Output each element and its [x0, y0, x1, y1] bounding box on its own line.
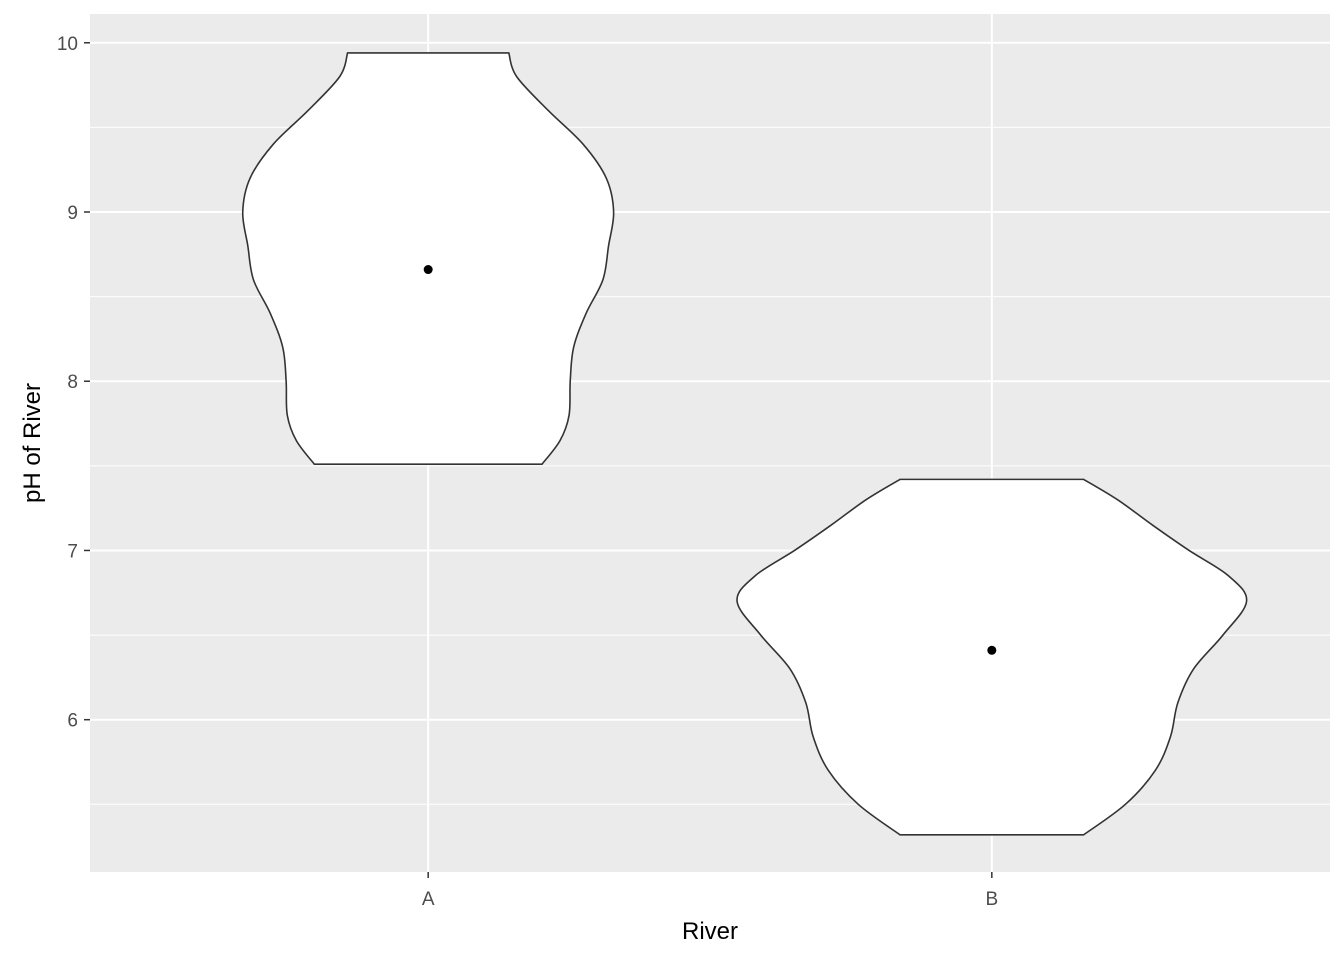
y-axis: 6 7 8 9 10: [57, 34, 90, 732]
point-B: [987, 645, 997, 655]
violin-A: [241, 52, 615, 465]
x-tick-label-B: B: [985, 889, 998, 910]
x-tick-label-A: A: [422, 889, 435, 910]
point-A: [423, 265, 433, 275]
x-axis-title: River: [682, 918, 738, 945]
y-tick-label: 10: [57, 34, 78, 55]
y-tick-label: 9: [67, 203, 78, 224]
y-tick-label: 6: [67, 711, 78, 732]
violin-B: [736, 478, 1248, 836]
y-tick-label: 7: [67, 541, 78, 562]
y-axis-title: pH of River: [19, 383, 46, 503]
violins: [241, 52, 1248, 836]
y-tick-label: 8: [67, 372, 78, 393]
